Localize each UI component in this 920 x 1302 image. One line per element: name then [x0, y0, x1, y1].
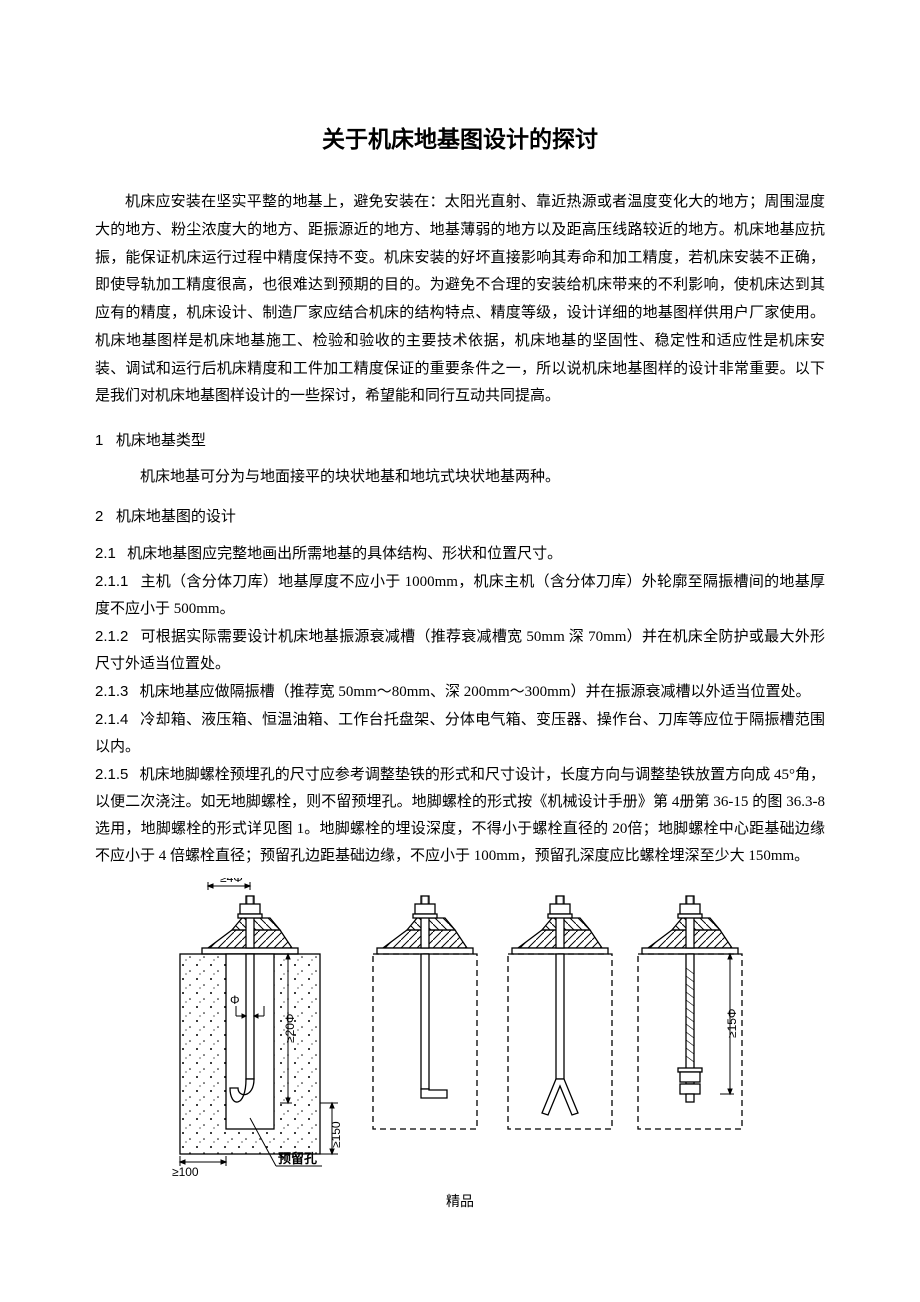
item-2-1-4-text: 冷却箱、液压箱、恒温油箱、工作台托盘架、分体电气箱、变压器、操作台、刀库等应位于…	[95, 712, 825, 755]
section-2-num: 2	[95, 508, 103, 525]
item-2-1-3: 2.1.3 机床地基应做隔振槽（推荐宽 50mm～80mm、深 200mm～30…	[95, 678, 825, 706]
item-2-1-1-num: 2.1.1	[95, 573, 128, 590]
section-2-heading: 2 机床地基图的设计	[95, 505, 825, 526]
item-2-1-5: 2.1.5 机床地脚螺栓预埋孔的尺寸应参考调整垫铁的形式和尺寸设计，长度方向与调…	[95, 761, 825, 870]
item-2-1-1-text: 主机（含分体刀库）地基厚度不应小于 1000mm，机床主机（含分体刀库）外轮廓至…	[95, 574, 825, 617]
item-2-1-1: 2.1.1 主机（含分体刀库）地基厚度不应小于 1000mm，机床主机（含分体刀…	[95, 568, 825, 623]
item-2-1-3-num: 2.1.3	[95, 683, 128, 700]
dim-15phi: ≥15Φ	[725, 1008, 739, 1038]
item-2-1-4: 2.1.4 冷却箱、液压箱、恒温油箱、工作台托盘架、分体电气箱、变压器、操作台、…	[95, 706, 825, 761]
section-1-body: 机床地基可分为与地面接平的块状地基和地坑式块状地基两种。	[95, 464, 825, 491]
section-1-heading: 1 机床地基类型	[95, 429, 825, 450]
page-title: 关于机床地基图设计的探讨	[95, 120, 825, 154]
intro-paragraph: 机床应安装在坚实平整的地基上，避免安装在：太阳光直射、靠近热源或者温度变化大的地…	[95, 189, 825, 411]
section-1-label: 机床地基类型	[116, 432, 206, 449]
dim-phi: Φ	[230, 993, 240, 1007]
item-2-1-4-num: 2.1.4	[95, 711, 128, 728]
dim-20phi: ≥20Φ	[283, 1013, 297, 1043]
item-2-1-5-num: 2.1.5	[95, 766, 128, 783]
item-2-1-5-text: 机床地脚螺栓预埋孔的尺寸应参考调整垫铁的形式和尺寸设计，长度方向与调整垫铁放置方…	[95, 767, 825, 864]
item-2-1-2-num: 2.1.2	[95, 628, 128, 645]
anchor-bolt-figure: ≥4Φ 预留孔	[95, 878, 825, 1183]
item-2-1-num: 2.1	[95, 545, 116, 562]
item-2-1: 2.1 机床地基图应完整地画出所需地基的具体结构、形状和位置尺寸。	[95, 540, 825, 568]
item-2-1-2: 2.1.2 可根据实际需要设计机床地基振源衰减槽（推荐衰减槽宽 50mm 深 7…	[95, 623, 825, 678]
page-footer: 精品	[95, 1191, 825, 1211]
dim-100: ≥100	[172, 1165, 199, 1178]
section-2-label: 机床地基图的设计	[116, 508, 236, 525]
item-2-1-text: 机床地基图应完整地画出所需地基的具体结构、形状和位置尺寸。	[127, 546, 562, 562]
item-2-1-3-text: 机床地基应做隔振槽（推荐宽 50mm～80mm、深 200mm～300mm）并在…	[140, 684, 811, 700]
dim-4phi: ≥4Φ	[220, 878, 243, 885]
label-reserved-hole: 预留孔	[278, 1151, 317, 1166]
dim-150: ≥150	[329, 1121, 343, 1148]
section-1-num: 1	[95, 432, 103, 449]
item-2-1-2-text: 可根据实际需要设计机床地基振源衰减槽（推荐衰减槽宽 50mm 深 70mm）并在…	[95, 629, 825, 672]
